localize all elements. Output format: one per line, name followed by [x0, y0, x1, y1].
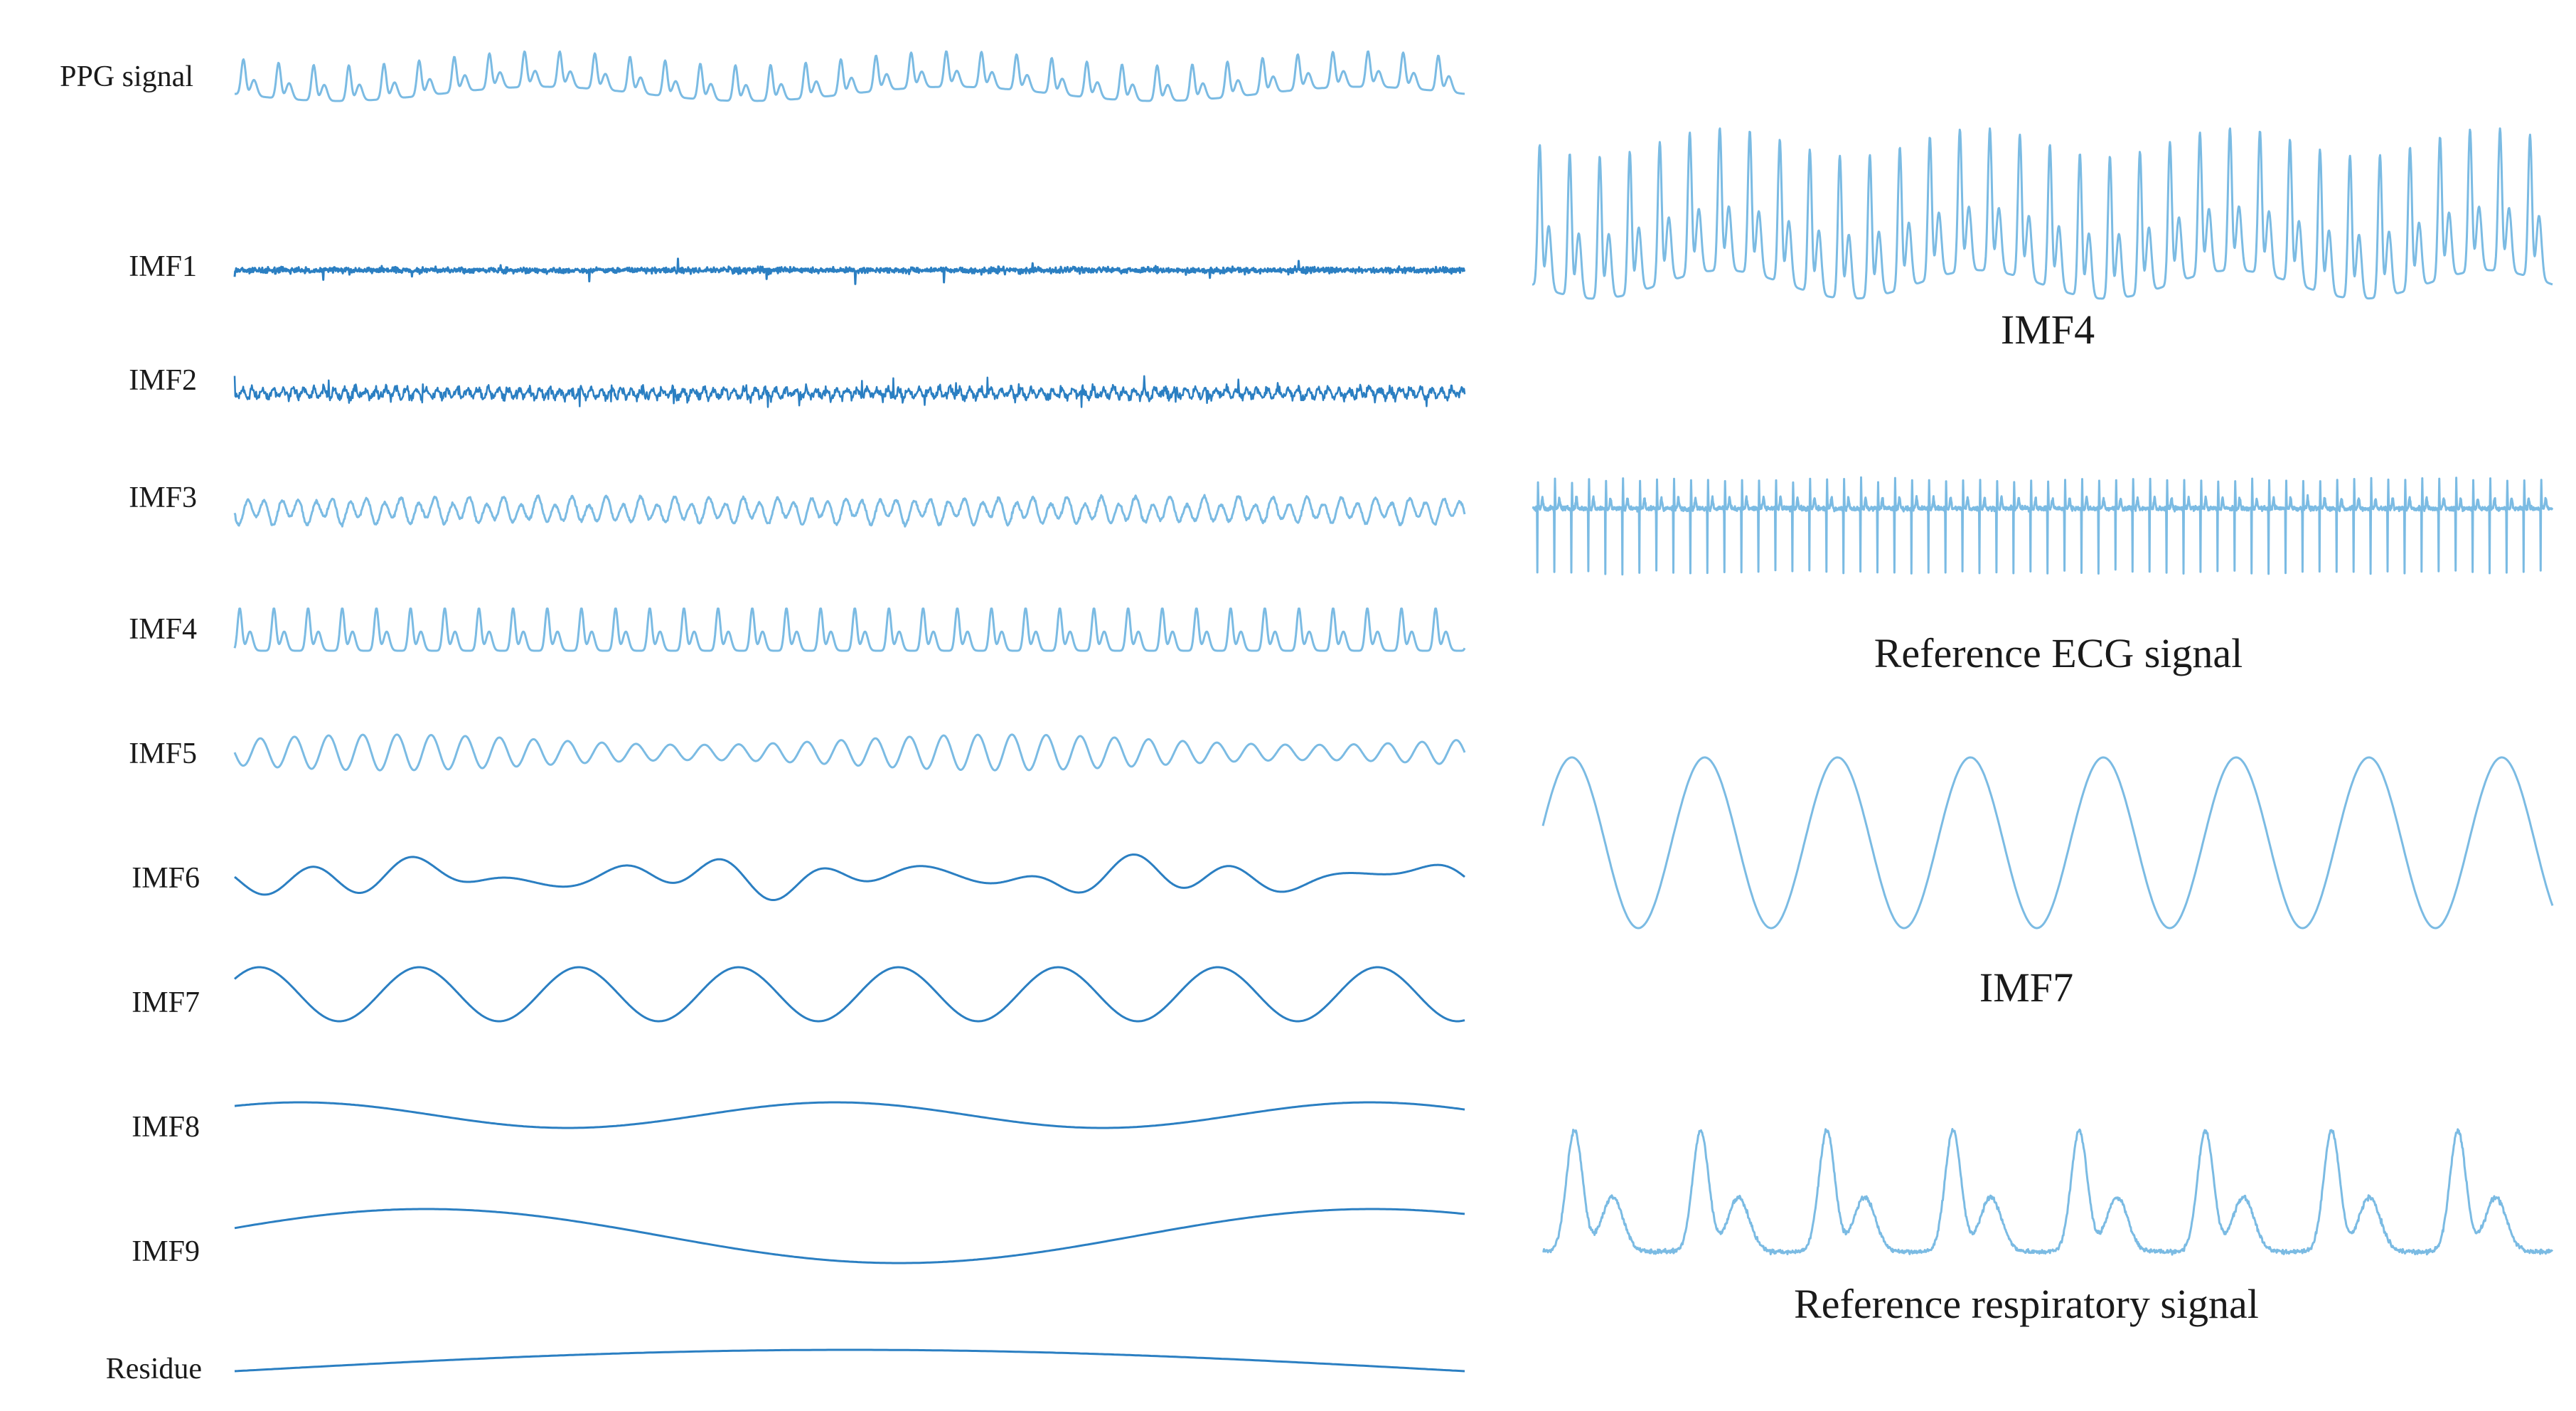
row-label-imf5: IMF5	[129, 738, 197, 770]
row-label-imf4: IMF4	[129, 613, 197, 646]
caption-reference-respiratory: Reference respiratory signal	[1794, 1281, 2259, 1327]
waveform-imf9	[234, 1208, 1465, 1264]
row-label-imf2: IMF2	[129, 364, 197, 397]
waveform-imf8	[234, 1101, 1465, 1129]
waveform-imf1	[233, 257, 1466, 285]
row-label-imf8: IMF8	[132, 1111, 200, 1144]
waveform-imf3	[233, 494, 1466, 528]
row-label-residue: Residue	[106, 1353, 202, 1385]
left-labels: PPG signal IMF1 IMF2 IMF3 IMF4 IMF5 IMF6…	[60, 60, 202, 1385]
row-label-imf6: IMF6	[132, 862, 200, 895]
right-captions: IMF4 Reference ECG signal IMF7 Reference…	[1794, 307, 2259, 1327]
row-label-imf3: IMF3	[129, 481, 197, 514]
waveform-imf7-zoom	[1541, 756, 2554, 930]
waveform-reference-respiratory	[1542, 1128, 2554, 1256]
caption-imf7: IMF7	[1979, 964, 2073, 1011]
waveform-imf5	[233, 733, 1466, 772]
row-label-ppg: PPG signal	[60, 60, 193, 93]
waveform-imf4-zoom	[1532, 127, 2553, 300]
caption-imf4: IMF4	[2001, 307, 2095, 353]
waveform-imf4	[233, 607, 1466, 652]
row-label-imf1: IMF1	[129, 250, 197, 283]
left-waveforms	[233, 50, 1466, 1373]
caption-reference-ecg: Reference ECG signal	[1874, 630, 2243, 676]
right-waveforms	[1532, 127, 2554, 1256]
waveform-imf7	[234, 966, 1465, 1023]
waveform-imf6	[234, 853, 1465, 901]
row-label-imf7: IMF7	[132, 986, 200, 1019]
waveform-ppg	[234, 50, 1465, 102]
row-label-imf9: IMF9	[132, 1235, 200, 1268]
waveform-imf2	[233, 375, 1466, 408]
waveform-residue	[234, 1348, 1465, 1373]
waveform-reference-ecg	[1532, 476, 2554, 576]
